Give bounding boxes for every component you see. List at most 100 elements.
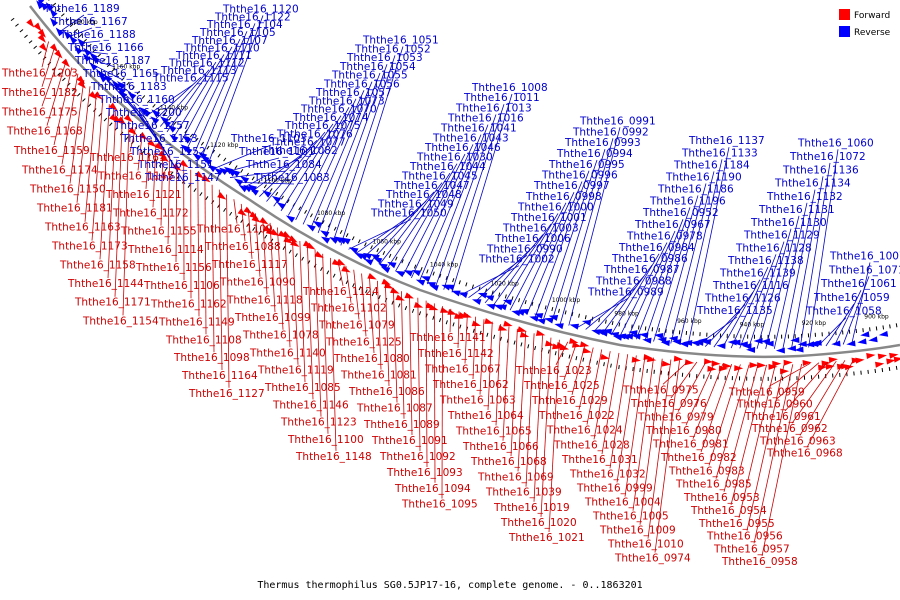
reverse-gene-label[interactable]: Ththe16_0991 <box>579 115 656 127</box>
forward-gene-label[interactable]: Ththe16_1156 <box>135 262 212 274</box>
forward-gene-label[interactable]: Ththe16_0961 <box>744 411 821 423</box>
reverse-gene-label[interactable]: Ththe16_1134 <box>774 178 851 190</box>
reverse-gene-label[interactable]: Ththe16_1072 <box>789 151 866 163</box>
forward-gene-label[interactable]: Ththe16_1039 <box>485 487 562 499</box>
forward-gene-label[interactable]: Ththe16_0983 <box>668 465 745 477</box>
forward-gene-label[interactable]: Ththe16_1095 <box>401 499 478 511</box>
forward-gene-label[interactable]: Ththe16_1089 <box>363 419 440 431</box>
reverse-gene-label[interactable]: Ththe16_1049 <box>377 198 454 210</box>
forward-gene-label[interactable]: Ththe16_1119 <box>257 365 334 377</box>
reverse-gene-label[interactable]: Ththe16_0998 <box>525 191 602 203</box>
forward-gene-label[interactable]: Ththe16_1146 <box>272 399 349 411</box>
reverse-gene-label[interactable]: Ththe16_1116 <box>712 280 789 292</box>
reverse-gene-label[interactable]: Ththe16_1046 <box>424 142 501 154</box>
reverse-gene-label[interactable]: Ththe16_0990 <box>486 243 563 255</box>
forward-gene-label[interactable]: Ththe16_1114 <box>127 244 204 256</box>
reverse-gene-label[interactable]: Ththe16_1083 <box>253 172 330 184</box>
forward-gene-label[interactable]: Ththe16_1010 <box>607 539 684 551</box>
reverse-gene-label[interactable]: Ththe16_1104 <box>206 19 283 31</box>
forward-gene-label[interactable]: Ththe16_1155 <box>120 226 197 238</box>
reverse-gene-label[interactable]: Ththe16_0989 <box>587 286 664 298</box>
forward-gene-label[interactable]: Ththe16_1161 <box>89 152 166 164</box>
reverse-gene-label[interactable]: Ththe16_1051 <box>362 34 439 46</box>
reverse-gene-label[interactable]: Ththe16_1006 <box>494 233 571 245</box>
forward-gene-label[interactable]: Ththe16_1087 <box>356 402 433 414</box>
reverse-gene-label[interactable]: Ththe16_1186 <box>657 183 734 195</box>
reverse-gene-label[interactable]: Ththe16_1122 <box>214 11 291 23</box>
forward-gene-label[interactable]: Ththe16_0974 <box>614 552 691 564</box>
reverse-gene-label[interactable]: Ththe16_0967 <box>634 219 711 231</box>
reverse-gene-label[interactable]: Ththe16_1138 <box>727 255 804 267</box>
forward-gene-label[interactable]: Ththe16_1098 <box>173 352 250 364</box>
reverse-gene-label[interactable]: Ththe16_1016 <box>447 113 524 125</box>
forward-gene-label[interactable]: Ththe16_0956 <box>706 531 783 543</box>
forward-gene-label[interactable]: Ththe16_1068 <box>470 456 547 468</box>
forward-gene-label[interactable]: Ththe16_1123 <box>280 417 357 429</box>
forward-gene-label[interactable]: Ththe16_0999 <box>576 482 653 494</box>
forward-gene-label[interactable]: Ththe16_0975 <box>622 384 699 396</box>
reverse-gene-label[interactable]: Ththe16_1157 <box>113 120 190 132</box>
forward-gene-label[interactable]: Ththe16_1173 <box>51 241 128 253</box>
forward-gene-label[interactable]: Ththe16_1090 <box>219 277 296 289</box>
reverse-gene-label[interactable]: Ththe16_1133 <box>681 147 758 159</box>
forward-gene-label[interactable]: Ththe16_0957 <box>713 543 790 555</box>
reverse-gene-label[interactable]: Ththe16_1013 <box>455 102 532 114</box>
reverse-gene-label[interactable]: Ththe16_1187 <box>74 55 151 67</box>
forward-gene-label[interactable]: Ththe16_1154 <box>82 315 159 327</box>
reverse-gene-label[interactable]: Ththe16_1076 <box>276 128 353 140</box>
reverse-gene-label[interactable]: Ththe16_0978 <box>626 231 703 243</box>
forward-gene-label[interactable]: Ththe16_1069 <box>477 471 554 483</box>
forward-gene-label[interactable]: Ththe16_1029 <box>531 395 608 407</box>
forward-gene-label[interactable]: Ththe16_0979 <box>637 412 714 424</box>
reverse-gene-label[interactable]: Ththe16_1103 <box>230 133 307 145</box>
reverse-gene-label[interactable]: Ththe16_1129 <box>743 230 820 242</box>
reverse-gene-label[interactable]: Ththe16_1030 <box>416 152 493 164</box>
reverse-gene-label[interactable]: Ththe16_0993 <box>564 137 641 149</box>
reverse-gene-label[interactable]: Ththe16_1128 <box>735 242 812 254</box>
reverse-gene-label[interactable]: Ththe16_1139 <box>719 268 796 280</box>
forward-gene-label[interactable]: Ththe16_1078 <box>242 330 319 342</box>
reverse-gene-label[interactable]: Ththe16_1105 <box>199 27 276 39</box>
reverse-gene-label[interactable]: Ththe16_1151 <box>137 159 214 171</box>
reverse-gene-label[interactable]: Ththe16_1196 <box>649 195 726 207</box>
reverse-gene-label[interactable]: Ththe16_1167 <box>51 16 128 28</box>
reverse-gene-label[interactable]: Ththe16_1053 <box>346 52 423 64</box>
reverse-gene-label[interactable]: Ththe16_1130 <box>750 217 827 229</box>
reverse-gene-label[interactable]: Ththe16_0952 <box>642 207 719 219</box>
forward-gene-label[interactable]: Ththe16_1081 <box>340 370 417 382</box>
forward-gene-label[interactable]: Ththe16_1005 <box>592 511 669 523</box>
reverse-gene-label[interactable]: Ththe16_1137 <box>688 135 765 147</box>
reverse-gene-label[interactable]: Ththe16_1059 <box>813 292 890 304</box>
forward-gene-label[interactable]: Ththe16_1145 <box>97 170 174 182</box>
forward-gene-label[interactable]: Ththe16_1175 <box>1 106 78 118</box>
forward-gene-label[interactable]: Ththe16_1019 <box>493 502 570 514</box>
reverse-gene-label[interactable]: Ththe16_1003 <box>502 222 579 234</box>
reverse-gene-label[interactable]: Ththe16_1115 <box>152 73 229 85</box>
forward-gene-label[interactable]: Ththe16_1181 <box>36 203 113 215</box>
forward-gene-label[interactable]: Ththe16_1164 <box>181 370 258 382</box>
reverse-gene-label[interactable]: Ththe16_1058 <box>805 306 882 318</box>
forward-gene-label[interactable]: Ththe16_1022 <box>538 410 615 422</box>
reverse-gene-label[interactable]: Ththe16_1189 <box>43 3 120 15</box>
forward-gene-label[interactable]: Ththe16_1032 <box>569 468 646 480</box>
forward-gene-label[interactable]: Ththe16_1079 <box>318 320 395 332</box>
forward-gene-label[interactable]: Ththe16_0963 <box>759 435 836 447</box>
forward-gene-label[interactable]: Ththe16_0962 <box>751 423 828 435</box>
forward-gene-label[interactable]: Ththe16_1109 <box>196 224 273 236</box>
forward-gene-label[interactable]: Ththe16_1028 <box>553 439 630 451</box>
reverse-gene-label[interactable]: Ththe16_1048 <box>385 189 462 201</box>
reverse-gene-label[interactable]: Ththe16_1043 <box>432 132 509 144</box>
reverse-gene-label[interactable]: Ththe16_1041 <box>440 123 517 135</box>
reverse-gene-label[interactable]: Ththe16_1074 <box>292 112 369 124</box>
reverse-gene-label[interactable]: Ththe16_1147 <box>144 172 221 184</box>
forward-gene-label[interactable]: Ththe16_0953 <box>683 492 760 504</box>
forward-gene-label[interactable]: Ththe16_1025 <box>523 380 600 392</box>
reverse-gene-label[interactable]: Ththe16_1135 <box>696 305 773 317</box>
reverse-gene-label[interactable]: Ththe16_1060 <box>797 137 874 149</box>
forward-gene-label[interactable]: Ththe16_1094 <box>394 483 471 495</box>
reverse-gene-label[interactable]: Ththe16_1188 <box>59 29 136 41</box>
forward-gene-label[interactable]: Ththe16_1174 <box>21 164 98 176</box>
forward-gene-label[interactable]: Ththe16_1117 <box>211 259 288 271</box>
forward-gene-label[interactable]: Ththe16_1062 <box>432 379 509 391</box>
reverse-gene-label[interactable]: Ththe16_1045 <box>401 171 478 183</box>
